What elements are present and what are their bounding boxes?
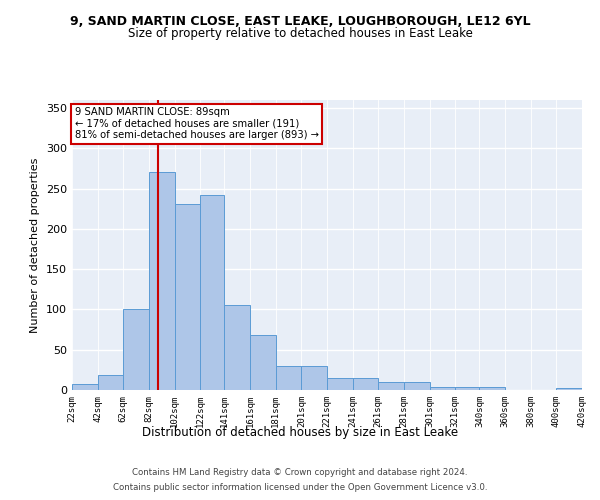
Bar	[479, 387, 505, 390]
Text: Size of property relative to detached houses in East Leake: Size of property relative to detached ho…	[128, 28, 472, 40]
Bar	[224, 306, 250, 390]
Text: Contains HM Land Registry data © Crown copyright and database right 2024.: Contains HM Land Registry data © Crown c…	[132, 468, 468, 477]
Bar	[123, 310, 149, 390]
Y-axis label: Number of detached properties: Number of detached properties	[31, 158, 40, 332]
Text: 9, SAND MARTIN CLOSE, EAST LEAKE, LOUGHBOROUGH, LE12 6YL: 9, SAND MARTIN CLOSE, EAST LEAKE, LOUGHB…	[70, 15, 530, 28]
Text: Distribution of detached houses by size in East Leake: Distribution of detached houses by size …	[142, 426, 458, 439]
Bar	[149, 172, 175, 390]
Text: Contains public sector information licensed under the Open Government Licence v3: Contains public sector information licen…	[113, 483, 487, 492]
Bar	[301, 366, 327, 390]
Bar	[72, 384, 98, 390]
Bar	[327, 378, 353, 390]
Bar	[98, 374, 123, 390]
Bar	[455, 387, 479, 390]
Bar	[378, 382, 404, 390]
Bar	[353, 378, 378, 390]
Bar	[404, 382, 430, 390]
Text: 9 SAND MARTIN CLOSE: 89sqm
← 17% of detached houses are smaller (191)
81% of sem: 9 SAND MARTIN CLOSE: 89sqm ← 17% of deta…	[74, 108, 319, 140]
Bar	[250, 335, 276, 390]
Bar	[556, 388, 582, 390]
Bar	[276, 366, 301, 390]
Bar	[430, 387, 455, 390]
Bar	[175, 204, 200, 390]
Bar	[200, 195, 224, 390]
